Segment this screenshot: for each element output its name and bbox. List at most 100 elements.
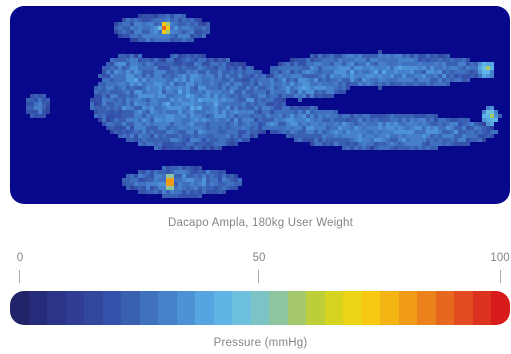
heatmap-cell: [42, 106, 46, 110]
heatmap-cell: [458, 138, 462, 142]
heatmap-cell: [418, 118, 422, 122]
heatmap-cell: [214, 102, 218, 106]
heatmap-cell: [186, 166, 190, 170]
heatmap-cell: [106, 86, 110, 90]
heatmap-cell: [238, 74, 242, 78]
heatmap-cell: [362, 130, 366, 134]
heatmap-cell: [378, 70, 382, 74]
heatmap-cell: [126, 138, 130, 142]
heatmap-cell: [438, 142, 442, 146]
heatmap-cell: [198, 78, 202, 82]
heatmap-cell: [166, 34, 170, 38]
heatmap-cell: [258, 70, 262, 74]
heatmap-cell: [154, 114, 158, 118]
heatmap-cell: [182, 54, 186, 58]
heatmap-cell: [362, 118, 366, 122]
heatmap-cell: [146, 22, 150, 26]
heatmap-cell: [190, 126, 194, 130]
heatmap-cell: [382, 126, 386, 130]
heatmap-cell: [314, 142, 318, 146]
heatmap-cell: [218, 182, 222, 186]
heatmap-cell: [210, 190, 214, 194]
heatmap-cell: [458, 126, 462, 130]
heatmap-cell: [466, 134, 470, 138]
heatmap-cell: [386, 62, 390, 66]
heatmap-cell: [374, 146, 378, 150]
heatmap-cell: [258, 130, 262, 134]
heatmap-cell: [150, 98, 154, 102]
heatmap-cell: [222, 138, 226, 142]
heatmap-cell: [462, 70, 466, 74]
heatmap-cell: [158, 14, 162, 18]
heatmap-cell: [194, 174, 198, 178]
heatmap-cell: [442, 134, 446, 138]
heatmap-cell: [274, 118, 278, 122]
heatmap-cell: [258, 86, 262, 90]
color-scale-segment: [232, 291, 251, 325]
heatmap-cell: [90, 106, 94, 110]
heatmap-cell: [362, 138, 366, 142]
heatmap-cell: [98, 82, 102, 86]
heatmap-cell: [166, 114, 170, 118]
heatmap-cell: [254, 110, 258, 114]
heatmap-cell: [186, 90, 190, 94]
heatmap-cell: [358, 82, 362, 86]
heatmap-cell: [438, 82, 442, 86]
heatmap-cell: [146, 142, 150, 146]
heatmap-cell: [426, 114, 430, 118]
heatmap-cell: [426, 66, 430, 70]
heatmap-cell: [146, 74, 150, 78]
heatmap-cell: [170, 58, 174, 62]
heatmap-cell: [466, 58, 470, 62]
heatmap-cell: [430, 66, 434, 70]
heatmap-cell: [278, 94, 282, 98]
heatmap-cell: [290, 118, 294, 122]
heatmap-cell: [174, 130, 178, 134]
heatmap-cell: [426, 126, 430, 130]
heatmap-cell: [158, 82, 162, 86]
heatmap-cell: [214, 122, 218, 126]
heatmap-cell: [298, 90, 302, 94]
heatmap-cell: [186, 106, 190, 110]
heatmap-cell: [210, 98, 214, 102]
heatmap-cell: [450, 58, 454, 62]
heatmap-cell: [202, 114, 206, 118]
heatmap-cell: [110, 82, 114, 86]
heatmap-cell: [186, 66, 190, 70]
heatmap-cell: [394, 146, 398, 150]
heatmap-cell: [122, 18, 126, 22]
heatmap-cell: [330, 134, 334, 138]
heatmap-cell: [210, 142, 214, 146]
heatmap-cell: [182, 190, 186, 194]
heatmap-cell: [170, 18, 174, 22]
heatmap-cell: [222, 122, 226, 126]
heatmap-cell: [130, 38, 134, 42]
heatmap-cell: [242, 74, 246, 78]
heatmap-cell: [266, 126, 270, 130]
color-scale-segment: [250, 291, 270, 325]
heatmap-cell: [182, 110, 186, 114]
heatmap-cell: [178, 178, 182, 182]
heatmap-cell: [154, 170, 158, 174]
heatmap-cell: [262, 130, 266, 134]
heatmap-cell: [126, 134, 130, 138]
heatmap-cell: [418, 58, 422, 62]
heatmap-cell: [130, 82, 134, 86]
heatmap-cell: [194, 18, 198, 22]
heatmap-cell: [202, 62, 206, 66]
heatmap-cell: [358, 74, 362, 78]
heatmap-cell: [174, 90, 178, 94]
heatmap-cell: [122, 178, 126, 182]
heatmap-cell: [170, 30, 174, 34]
heatmap-cell: [222, 58, 226, 62]
heatmap-cell: [238, 106, 242, 110]
heatmap-cell: [318, 122, 322, 126]
heatmap-cell: [178, 170, 182, 174]
heatmap-cell: [378, 66, 382, 70]
heatmap-cell: [122, 54, 126, 58]
heatmap-cell: [134, 134, 138, 138]
heatmap-cell: [310, 114, 314, 118]
heatmap-cell: [226, 126, 230, 130]
heatmap-cell: [398, 82, 402, 86]
heatmap-cell: [406, 70, 410, 74]
